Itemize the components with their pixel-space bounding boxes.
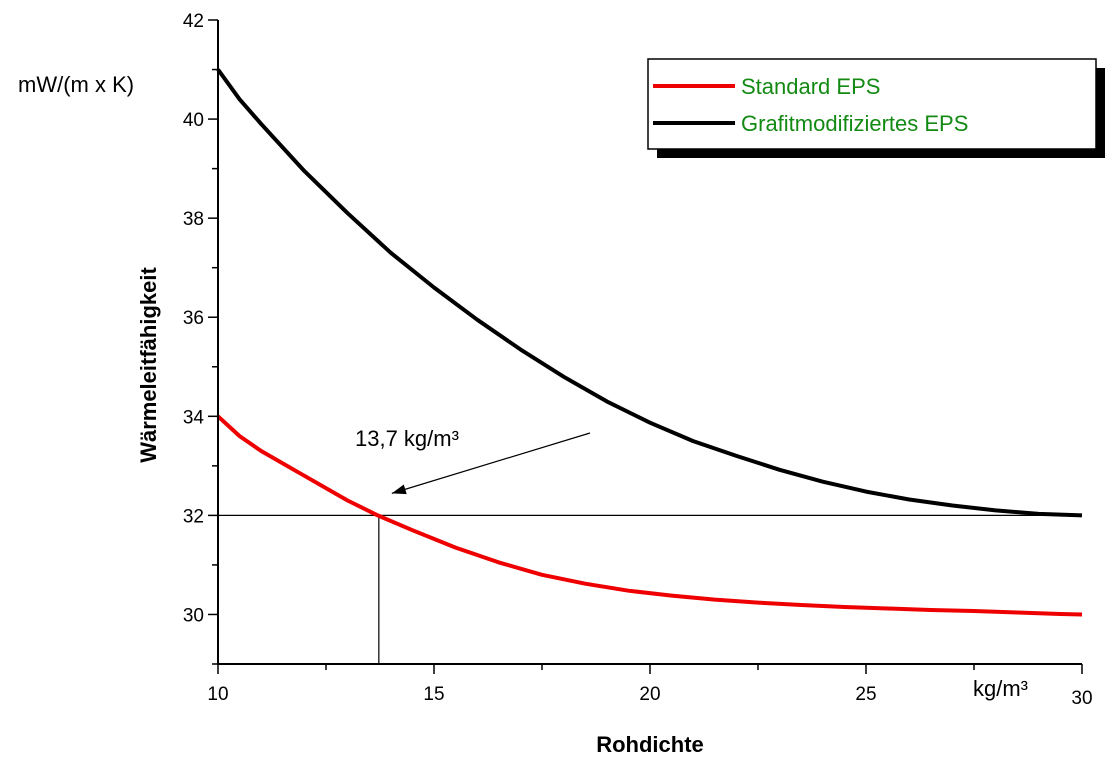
x-axis-title: Rohdichte bbox=[596, 732, 704, 757]
legend-label-standard-eps: Standard EPS bbox=[741, 74, 880, 99]
y-tick-label: 36 bbox=[183, 308, 204, 329]
x-tick-label: 10 bbox=[207, 684, 228, 705]
y-tick-label: 42 bbox=[183, 11, 204, 32]
y-axis-title: Wärmeleitfähigkeit bbox=[136, 267, 161, 463]
series-standard-eps-line bbox=[216, 414, 1083, 617]
y-tick-label: 30 bbox=[183, 605, 204, 626]
annotation-density-label: 13,7 kg/m³ bbox=[355, 426, 459, 451]
x-tick-label: 20 bbox=[639, 684, 660, 705]
x-tick-label: 30 bbox=[1071, 688, 1092, 709]
y-tick-label: 38 bbox=[183, 209, 204, 230]
y-tick-label: 40 bbox=[183, 110, 204, 131]
axes: 30 32 34 36 38 40 42 10 15 20 25 30 bbox=[183, 11, 1093, 709]
legend: Standard EPS Grafitmodifiziertes EPS bbox=[647, 58, 1105, 158]
legend-label-grafit-eps: Grafitmodifiziertes EPS bbox=[741, 111, 968, 136]
plot-area bbox=[216, 68, 1083, 664]
series-grafit-eps-line bbox=[216, 68, 1083, 518]
x-axis-unit: kg/m³ bbox=[973, 676, 1028, 701]
annotation-arrow-line bbox=[391, 432, 591, 494]
x-tick-label: 25 bbox=[855, 684, 876, 705]
y-tick-label: 32 bbox=[183, 506, 204, 527]
y-tick-label: 34 bbox=[183, 407, 205, 428]
y-axis-unit: mW/(m x K) bbox=[18, 72, 134, 97]
x-tick-label: 15 bbox=[423, 684, 444, 705]
legend-box bbox=[647, 58, 1097, 150]
annotation-arrow-head bbox=[391, 484, 407, 495]
